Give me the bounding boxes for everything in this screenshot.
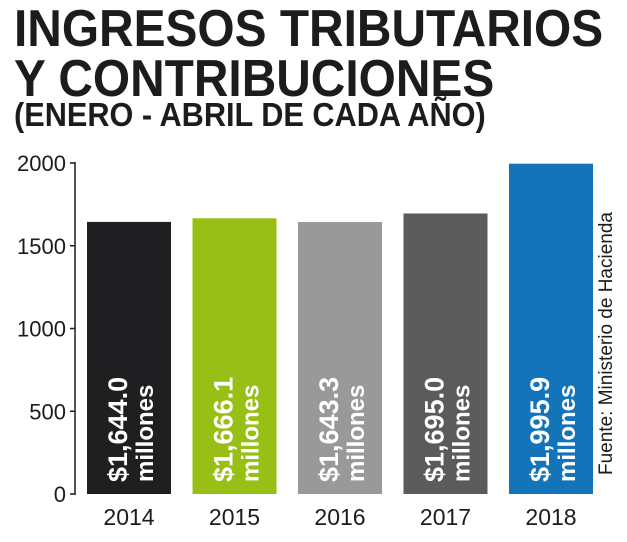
bar-value-label: $1,695.0 — [420, 377, 450, 482]
bar-labels: $1,644.0 millones $1,666.1 millones $1,643.3… — [103, 377, 581, 482]
chart-subtitle: (ENERO - ABRIL DE CADA AÑO) — [14, 96, 486, 133]
y-axis: 0 500 1000 1500 2000 — [17, 151, 76, 507]
bar-2018 — [509, 163, 593, 495]
source-note: Fuente: Ministerio de Hacienda — [596, 212, 617, 475]
bar-unit-label: millones — [343, 385, 370, 482]
bar-2017 — [403, 213, 488, 495]
y-tick-label: 500 — [29, 399, 66, 424]
y-tick-label: 0 — [54, 482, 66, 507]
bar-value-label: $1,995.9 — [525, 377, 555, 482]
x-tick-label: 2015 — [209, 504, 260, 530]
chart-title: INGRESOS TRIBUTARIOS Y CONTRIBUCIONES — [14, 0, 604, 108]
bar-2014 — [87, 221, 171, 494]
bar-value-label: $1,666.1 — [209, 377, 239, 482]
x-tick-label: 2017 — [420, 504, 471, 530]
x-axis-labels: 2014 2015 2016 2017 2018 — [103, 504, 576, 530]
bar-2015 — [192, 218, 277, 495]
x-tick-label: 2014 — [103, 504, 154, 530]
bar-2016 — [298, 222, 382, 494]
y-tick-label: 2000 — [17, 151, 66, 176]
bar-value-label: $1,643.3 — [314, 377, 344, 482]
x-tick-label: 2016 — [314, 504, 365, 530]
y-tick-label: 1500 — [17, 234, 66, 259]
bar-unit-label: millones — [238, 385, 265, 482]
bar-unit-label: millones — [132, 385, 159, 482]
bar-value-label: $1,644.0 — [103, 377, 133, 482]
x-tick-label: 2018 — [525, 504, 576, 530]
title-line-1: INGRESOS TRIBUTARIOS — [14, 0, 604, 58]
bar-unit-label: millones — [449, 385, 476, 482]
title-line-2: Y CONTRIBUCIONES — [14, 50, 495, 108]
y-tick-label: 1000 — [17, 317, 66, 342]
bar-unit-label: millones — [554, 385, 581, 482]
bars — [87, 163, 593, 495]
